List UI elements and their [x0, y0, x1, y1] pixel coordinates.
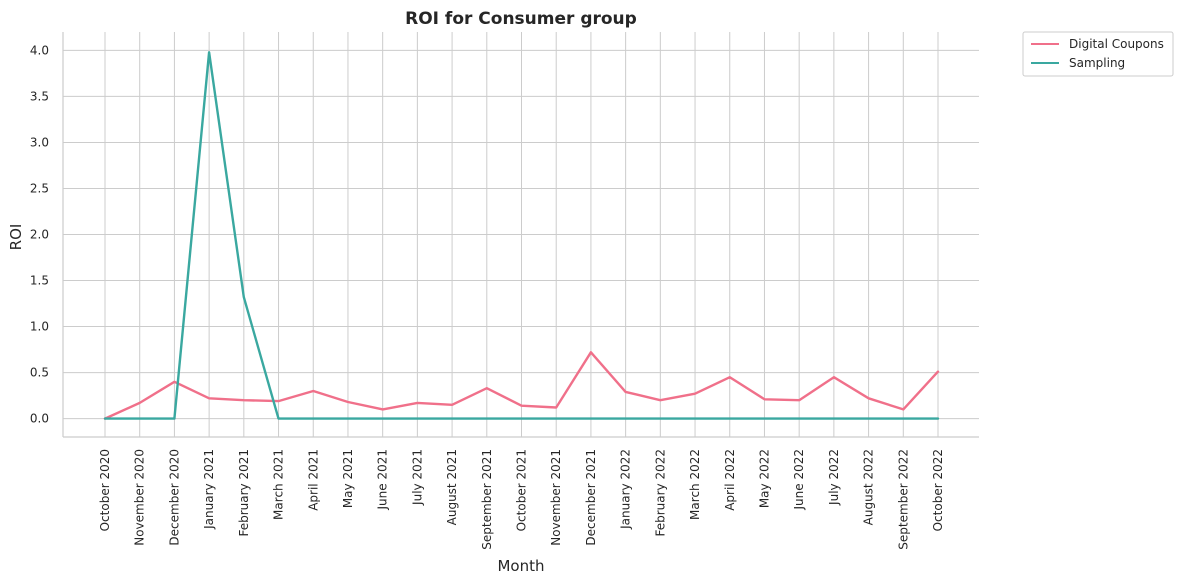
y-tick-label: 3.0: [30, 135, 49, 149]
x-tick-label: July 2022: [827, 449, 841, 506]
grid: [63, 32, 979, 437]
x-tick-label: August 2022: [862, 449, 876, 525]
x-tick-label: June 2021: [376, 449, 390, 511]
x-tick-label: July 2021: [410, 449, 424, 506]
x-tick-label: February 2022: [653, 449, 667, 537]
x-tick-label: May 2021: [341, 449, 355, 508]
y-tick-label: 1.5: [30, 274, 49, 288]
y-tick-label: 0.5: [30, 366, 49, 380]
x-tick-label: November 2020: [133, 449, 147, 546]
x-axis-label: Month: [497, 557, 544, 575]
y-tick-label: 2.5: [30, 181, 49, 195]
x-tick-label: April 2021: [306, 449, 320, 511]
x-tick-label: October 2022: [931, 449, 945, 531]
series-line-digital-coupons: [103, 351, 940, 420]
x-tick-label: April 2022: [723, 449, 737, 511]
y-tick-label: 1.0: [30, 320, 49, 334]
x-tick-label: October 2020: [98, 449, 112, 531]
y-axis-ticks: 0.0 0.5 1.0 1.5 2.0 2.5 3.0 3.5 4.0: [30, 43, 49, 425]
x-tick-label: December 2020: [167, 449, 181, 546]
y-axis-label: ROI: [7, 224, 25, 251]
x-tick-label: January 2021: [202, 449, 216, 530]
x-tick-label: March 2022: [688, 449, 702, 520]
legend-label-sampling: Sampling: [1069, 56, 1125, 70]
y-tick-label: 0.0: [30, 412, 49, 426]
x-tick-label: June 2022: [792, 449, 806, 511]
x-tick-label: September 2022: [896, 449, 910, 550]
x-tick-label: May 2022: [757, 449, 771, 508]
chart-title: ROI for Consumer group: [405, 9, 637, 29]
y-tick-label: 2.0: [30, 228, 49, 242]
legend-frame: [1022, 31, 1174, 77]
x-axis-ticks: October 2020 November 2020 December 2020 Ja…: [98, 449, 945, 550]
y-tick-label: 4.0: [30, 43, 49, 57]
x-tick-label: March 2021: [272, 449, 286, 520]
series-lines: [103, 51, 940, 420]
x-tick-label: January 2022: [619, 449, 633, 530]
legend: Digital Coupons Sampling: [1022, 31, 1174, 77]
x-tick-label: August 2021: [445, 449, 459, 525]
x-tick-label: November 2021: [549, 449, 563, 546]
legend-label-digital-coupons: Digital Coupons: [1069, 37, 1164, 51]
y-tick-label: 3.5: [30, 89, 49, 103]
x-tick-label: October 2021: [515, 449, 529, 531]
series-line-sampling: [103, 51, 940, 420]
x-tick-label: February 2021: [237, 449, 251, 537]
x-tick-label: December 2021: [584, 449, 598, 546]
x-tick-label: September 2021: [480, 449, 494, 550]
axes-spines: [62, 32, 979, 438]
